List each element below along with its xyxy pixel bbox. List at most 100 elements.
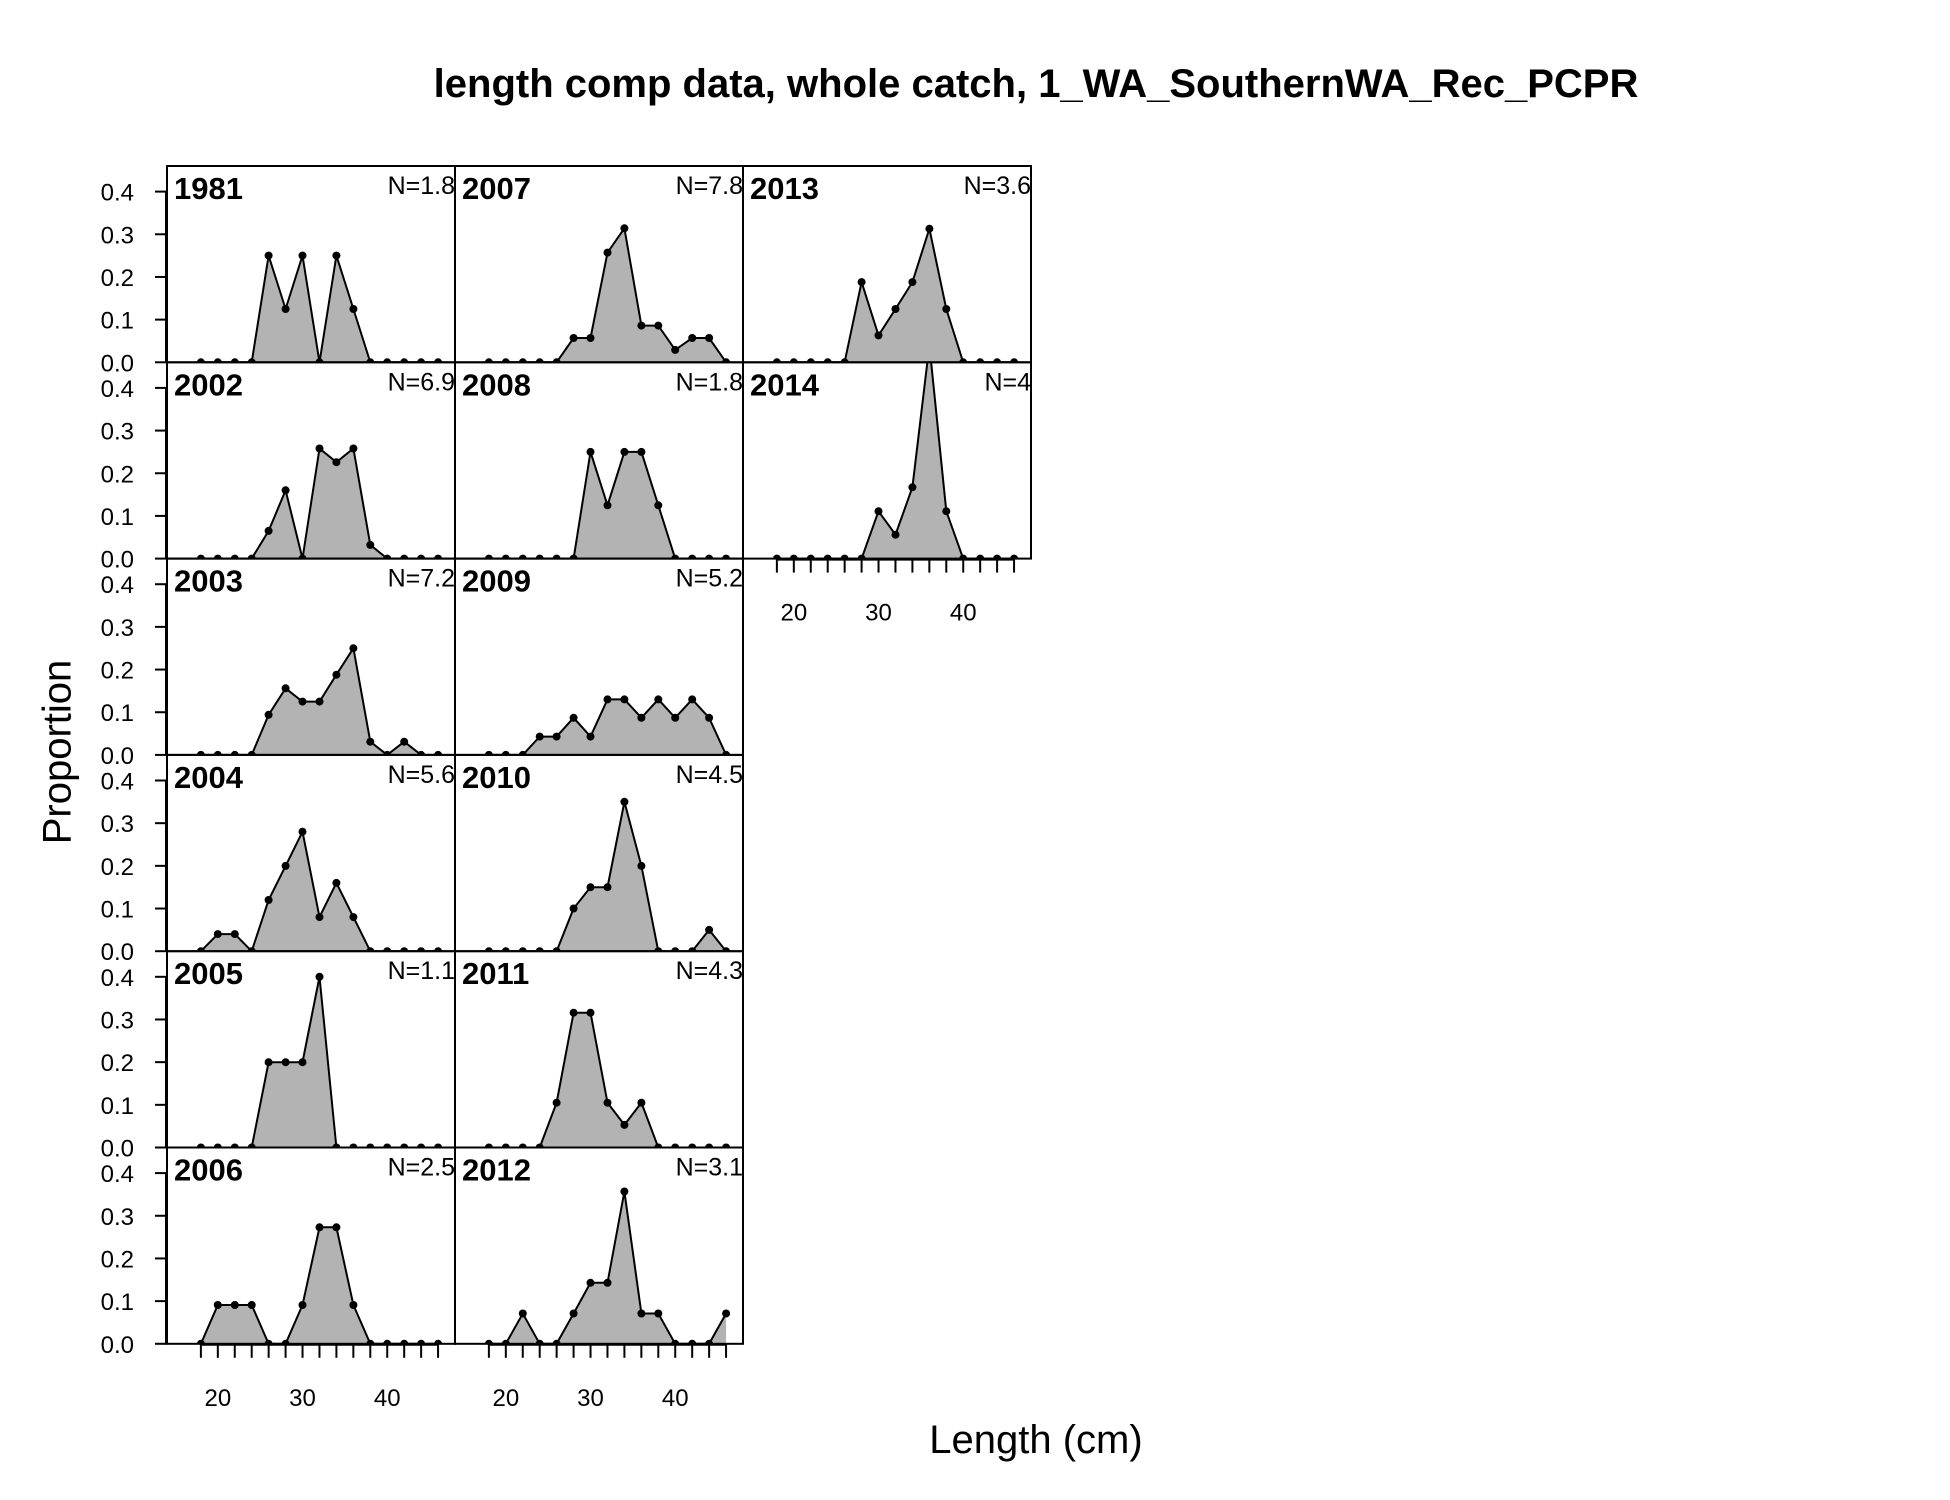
point-2003-36 [349, 644, 358, 653]
panel-n-label: N=1.8 [388, 172, 455, 200]
point-2002-26 [264, 526, 273, 535]
area-2013 [776, 228, 1015, 363]
y-tick-label: 0.3 [101, 811, 134, 838]
panel-n-label: N=3.1 [676, 1154, 743, 1182]
point-2007-30 [586, 334, 595, 342]
panel-n-label: N=4 [984, 368, 1031, 396]
point-2011-26 [552, 1098, 561, 1107]
point-2012-28 [569, 1309, 578, 1318]
point-2006-24 [247, 1301, 256, 1309]
panel-n-label: N=2.5 [388, 1154, 455, 1182]
x-tick-label: 30 [865, 600, 892, 627]
y-tick-label: 0.2 [101, 265, 134, 292]
y-tick-label: 0.3 [101, 615, 134, 642]
line-1981 [200, 255, 439, 363]
point-2002-36 [349, 444, 358, 453]
point-2011-28 [569, 1008, 578, 1017]
point-2004-20 [213, 930, 222, 939]
y-tick-label: 0.1 [101, 700, 134, 727]
point-2008-36 [637, 447, 646, 456]
panel-year-label: 2004 [174, 760, 244, 795]
point-2006-20 [213, 1301, 222, 1309]
area-2007 [488, 228, 727, 363]
area-2004 [200, 831, 439, 952]
panel-year-label: 2005 [174, 956, 243, 991]
point-2013-38 [942, 305, 951, 313]
point-2007-36 [637, 321, 646, 330]
y-axis-label: Proportion [35, 659, 80, 845]
panel-year-label: 2002 [174, 367, 243, 402]
point-2009-36 [637, 713, 646, 722]
y-tick-label: 0.0 [101, 350, 134, 377]
x-axis-label: Length (cm) [929, 1418, 1143, 1462]
point-2011-30 [586, 1008, 595, 1017]
area-2005 [200, 976, 439, 1148]
point-2007-40 [671, 345, 680, 354]
point-2007-34 [620, 224, 629, 233]
y-tick-label: 0.2 [101, 1050, 134, 1077]
point-2007-44 [705, 334, 714, 342]
point-2004-30 [298, 827, 307, 836]
panel-year-label: 2007 [462, 171, 531, 206]
point-2013-30 [874, 331, 883, 340]
panel-n-label: N=5.6 [388, 761, 455, 789]
point-2009-40 [671, 713, 680, 722]
point-2006-32 [315, 1223, 324, 1232]
x-tick-label: 40 [662, 1385, 689, 1412]
point-2007-32 [603, 248, 612, 257]
point-2014-32 [891, 530, 900, 539]
area-2008 [488, 451, 727, 559]
y-tick-label: 0.3 [101, 1007, 134, 1034]
point-2008-34 [620, 447, 629, 456]
y-tick-label: 0.0 [101, 1136, 134, 1163]
chart-title: length comp data, whole catch, 1_WA_Sout… [433, 62, 1639, 106]
panel-n-label: N=4.5 [676, 761, 743, 789]
point-2005-28 [281, 1058, 290, 1067]
point-2004-36 [349, 913, 358, 922]
panel-year-label: 2012 [462, 1153, 531, 1188]
panel-n-label: N=1.1 [388, 957, 455, 985]
y-tick-label: 0.2 [101, 658, 134, 685]
y-tick-label: 0.4 [101, 376, 134, 403]
point-2013-28 [857, 278, 866, 287]
y-tick-label: 0.3 [101, 1204, 134, 1231]
x-tick-label: 30 [577, 1385, 604, 1412]
point-2012-38 [654, 1309, 663, 1318]
panel-n-label: N=4.3 [676, 957, 743, 985]
point-2007-38 [654, 321, 663, 330]
point-2006-22 [230, 1301, 239, 1309]
point-2009-44 [705, 713, 714, 722]
point-2012-32 [603, 1278, 612, 1287]
point-2006-36 [349, 1301, 358, 1309]
point-1981-36 [349, 305, 358, 313]
point-2002-28 [281, 486, 290, 495]
panel-n-label: N=1.8 [676, 368, 743, 396]
point-2014-30 [874, 507, 883, 516]
point-2009-34 [620, 695, 629, 704]
y-tick-label: 0.1 [101, 308, 134, 335]
y-tick-label: 0.3 [101, 222, 134, 249]
y-tick-label: 0.1 [101, 1093, 134, 1120]
point-2006-30 [298, 1301, 307, 1309]
y-tick-label: 0.2 [101, 854, 134, 881]
area-2011 [488, 1012, 727, 1148]
point-2010-36 [637, 861, 646, 870]
x-tick-label: 40 [950, 600, 977, 627]
y-tick-label: 0.3 [101, 419, 134, 446]
panel-year-label: 2011 [462, 956, 529, 991]
point-2004-32 [315, 913, 324, 922]
y-tick-label: 0.0 [101, 743, 134, 770]
point-2011-36 [637, 1098, 646, 1107]
y-tick-label: 0.1 [101, 897, 134, 924]
point-2012-30 [586, 1278, 595, 1287]
point-2011-34 [620, 1120, 629, 1129]
point-1981-34 [332, 251, 341, 260]
y-tick-label: 0.0 [101, 547, 134, 574]
point-2006-34 [332, 1223, 341, 1232]
point-2012-22 [518, 1309, 527, 1318]
point-1981-26 [264, 251, 273, 260]
x-tick-label: 20 [780, 600, 807, 627]
point-2004-34 [332, 878, 341, 887]
point-2007-42 [688, 334, 697, 342]
